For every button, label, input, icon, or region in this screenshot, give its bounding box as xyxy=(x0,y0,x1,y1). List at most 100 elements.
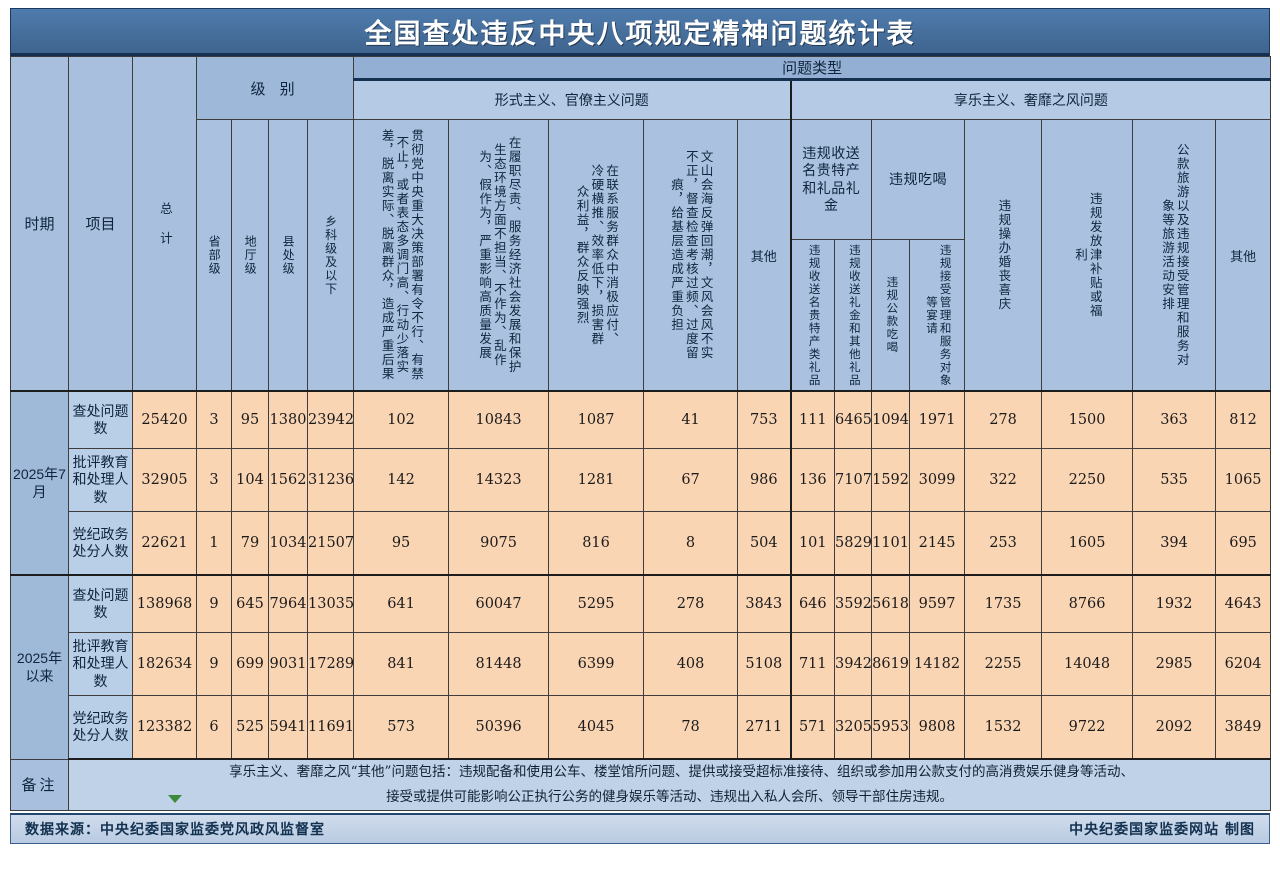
cell-gifts-specialty: 111 xyxy=(789,390,836,449)
header-row-3: 省部级 地厅级 县处级 乡科级及以下 贯彻党中央重大决策部署有令不行、有禁不止，… xyxy=(11,118,1272,392)
cell-gifts-money: 7107 xyxy=(834,448,873,512)
cell-dining-public-funds: 5953 xyxy=(871,695,911,760)
cell-total: 123382 xyxy=(132,695,197,760)
header-level-township: 乡科级及以下 xyxy=(306,119,355,392)
header-formalism-col-3: 在联系服务群众中消极应付、冷硬横推、效率低下，损害群众利益，群众反映强烈 xyxy=(548,119,645,392)
cell-allowance: 8766 xyxy=(1041,574,1134,633)
cell-formalism-other: 5108 xyxy=(737,632,792,696)
cell-formalism-1: 102 xyxy=(353,390,450,449)
header-level-group: 级 别 xyxy=(195,56,355,120)
cell-formalism-4: 408 xyxy=(643,632,739,696)
header-row-4: 违规收送名贵特产类礼品 违规收送礼金和其他礼品 违规公款吃喝 违规接受管理和服务… xyxy=(11,239,1271,392)
cell-level-province: 3 xyxy=(196,448,232,512)
cell-level-province: 3 xyxy=(196,390,232,449)
cell-formalism-other: 986 xyxy=(737,448,792,512)
remark-line-1: 享乐主义、奢靡之风“其他”问题包括：违规配备和使用公车、楼堂馆所问题、提供或接受… xyxy=(229,764,1134,780)
header-level-prefecture: 地厅级 xyxy=(231,119,269,392)
header-level-county: 县处级 xyxy=(268,119,308,392)
header-dining-public-funds: 违规公款吃喝 xyxy=(871,239,911,392)
cell-level-county: 7964 xyxy=(268,574,308,633)
cell-level-township: 116910 xyxy=(306,695,355,760)
cell-hedonism-other: 4643 xyxy=(1215,574,1272,633)
cell-formalism-4: 8 xyxy=(643,511,739,576)
cell-gifts-money: 5829 xyxy=(834,511,873,576)
cell-dining-banquet: 9808 xyxy=(909,695,966,760)
header-formalism-col-2: 在履职尽责、服务经济社会发展和保护生态环境方面不担当、不作为、乱作为、假作为，严… xyxy=(448,119,550,392)
cell-formalism-3: 1281 xyxy=(548,448,645,512)
cell-formalism-1: 841 xyxy=(353,632,450,696)
cell-formalism-4: 41 xyxy=(643,390,739,449)
cell-travel: 394 xyxy=(1132,511,1217,576)
row-label: 党纪政务处分人数 xyxy=(68,511,133,576)
cell-level-county: 1562 xyxy=(268,448,308,512)
header-problem-type-group: 问题类型 xyxy=(353,56,1272,81)
remark-body: 享乐主义、奢靡之风“其他”问题包括：违规配备和使用公车、楼堂馆所问题、提供或接受… xyxy=(67,758,1272,811)
header-row-1: 时期 项目 总 计 级 别 问题类型 xyxy=(10,56,1272,392)
cell-wedding: 322 xyxy=(964,448,1043,512)
table-row: 党纪政务处分人数 22621 1 79 1034 21507 95 9075 8… xyxy=(11,511,1272,576)
header-allowance-col: 违规发放津补贴或福利 xyxy=(1041,119,1134,392)
row-label: 查处问题数 xyxy=(68,390,133,449)
cell-formalism-4: 278 xyxy=(643,574,739,633)
cell-wedding: 2255 xyxy=(964,632,1043,696)
row-label: 查处问题数 xyxy=(68,574,133,633)
cell-hedonism-other: 3849 xyxy=(1215,695,1272,760)
cell-gifts-money: 6465 xyxy=(834,390,873,449)
cell-level-province: 9 xyxy=(196,574,232,633)
remark-label: 备注 xyxy=(10,758,69,811)
cell-formalism-2: 81448 xyxy=(448,632,550,696)
cell-level-province: 9 xyxy=(196,632,232,696)
cell-formalism-3: 5295 xyxy=(548,574,645,633)
cell-formalism-other: 3843 xyxy=(737,574,792,633)
cell-gifts-money: 35927 xyxy=(834,574,873,633)
header-period: 时期 xyxy=(10,56,69,392)
cell-formalism-1: 142 xyxy=(353,448,450,512)
cell-formalism-4: 78 xyxy=(643,695,739,760)
header-formalism-other: 其他 xyxy=(737,119,792,392)
cell-formalism-3: 4045 xyxy=(548,695,645,760)
cell-formalism-3: 816 xyxy=(548,511,645,576)
cell-level-county: 1380 xyxy=(268,390,308,449)
cell-gifts-specialty: 711 xyxy=(789,632,836,696)
cell-dining-banquet: 3099 xyxy=(909,448,966,512)
cell-dining-banquet: 14182 xyxy=(909,632,966,696)
cell-gifts-specialty: 136 xyxy=(789,448,836,512)
cell-hedonism-other: 6204 xyxy=(1215,632,1272,696)
row-label: 批评教育和处理人数 xyxy=(68,632,133,696)
cell-formalism-1: 95 xyxy=(353,511,450,576)
cell-formalism-2: 60047 xyxy=(448,574,550,633)
statistics-table: 时期 项目 总 计 级 别 问题类型 形式主义、官僚主义问题 享乐主义、奢靡之风… xyxy=(10,56,1272,811)
cell-travel: 2985 xyxy=(1132,632,1217,696)
cell-dining-banquet: 9597 xyxy=(909,574,966,633)
cell-level-province: 1 xyxy=(196,511,232,576)
cell-travel: 1932 xyxy=(1132,574,1217,633)
header-level-province: 省部级 xyxy=(196,119,232,392)
cell-level-province: 6 xyxy=(196,695,232,760)
credit-label: 中央纪委国家监委网站 制图 xyxy=(1069,821,1255,838)
cell-formalism-1: 641 xyxy=(353,574,450,633)
cell-formalism-2: 10843 xyxy=(448,390,550,449)
cell-dining-public-funds: 8619 xyxy=(871,632,911,696)
cell-level-prefecture: 95 xyxy=(231,390,269,449)
header-hedonism-other: 其他 xyxy=(1215,119,1272,392)
header-travel-col: 公款旅游以及违规接受管理和服务对象等旅游活动安排 xyxy=(1132,119,1217,392)
cell-formalism-other: 504 xyxy=(737,511,792,576)
table-row: 2025年以来 查处问题数 138968 9 645 7964 130350 6… xyxy=(10,574,1272,760)
header-gifts-specialty: 违规收送名贵特产类礼品 xyxy=(789,239,836,392)
cell-allowance: 1605 xyxy=(1041,511,1134,576)
header-gifts-group: 违规收送名贵特产和礼品礼金 xyxy=(789,118,873,241)
cell-level-county: 1034 xyxy=(268,511,308,576)
header-formalism-group: 形式主义、官僚主义问题 xyxy=(353,79,792,120)
cell-total: 25420 xyxy=(132,390,197,449)
header-gifts-money: 违规收送礼金和其他礼品 xyxy=(834,239,873,392)
period-cell: 2025年以来 xyxy=(10,574,69,760)
cell-allowance: 2250 xyxy=(1041,448,1134,512)
cell-allowance: 1500 xyxy=(1041,390,1134,449)
page-title-bar: 全国查处违反中央八项规定精神问题统计表 xyxy=(10,8,1270,56)
cell-level-prefecture: 645 xyxy=(231,574,269,633)
page-title: 全国查处违反中央八项规定精神问题统计表 xyxy=(364,18,916,50)
cell-dining-public-funds: 1094 xyxy=(871,390,911,449)
cell-gifts-specialty: 571 xyxy=(789,695,836,760)
cell-level-prefecture: 699 xyxy=(231,632,269,696)
